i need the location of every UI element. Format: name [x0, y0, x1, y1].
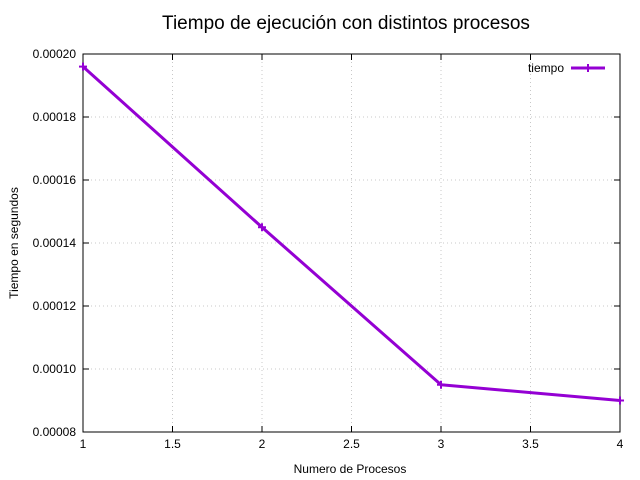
x-tick-label: 4 [617, 437, 624, 451]
y-tick-label: 0.00010 [33, 362, 77, 376]
legend: tiempo [528, 61, 605, 75]
y-tick-label: 0.00018 [33, 110, 77, 124]
x-axis-label: Numero de Procesos [294, 462, 407, 476]
x-tick-label: 2.5 [343, 437, 360, 451]
series-line [81, 65, 621, 402]
x-tick-label: 3 [438, 437, 445, 451]
y-tick-label: 0.00016 [33, 173, 77, 187]
legend-marker [584, 64, 592, 72]
chart-title: Tiempo de ejecución con distintos proces… [162, 13, 530, 34]
data-point [437, 380, 445, 389]
x-tick-label: 3.5 [522, 437, 539, 451]
y-tick-label: 0.00008 [33, 425, 77, 439]
y-axis-label: Tiempo en segundos [7, 187, 21, 299]
x-tick-label: 1.5 [164, 437, 181, 451]
x-tick-label: 2 [259, 437, 266, 451]
grid [83, 54, 620, 432]
series-layer [79, 62, 624, 405]
axis-ticks: 1 1.5 2 2.5 3 3.5 4 0.00008 0.00010 0.00012 0.0001… [33, 47, 624, 451]
data-point [258, 223, 266, 232]
x-tick-label: 1 [80, 437, 87, 451]
y-tick-label: 0.00012 [33, 299, 77, 313]
data-point [79, 62, 87, 71]
data-point [616, 396, 624, 405]
y-tick-label: 0.00014 [33, 236, 77, 250]
legend-label: tiempo [528, 61, 564, 75]
y-tick-label: 0.00020 [33, 47, 77, 61]
